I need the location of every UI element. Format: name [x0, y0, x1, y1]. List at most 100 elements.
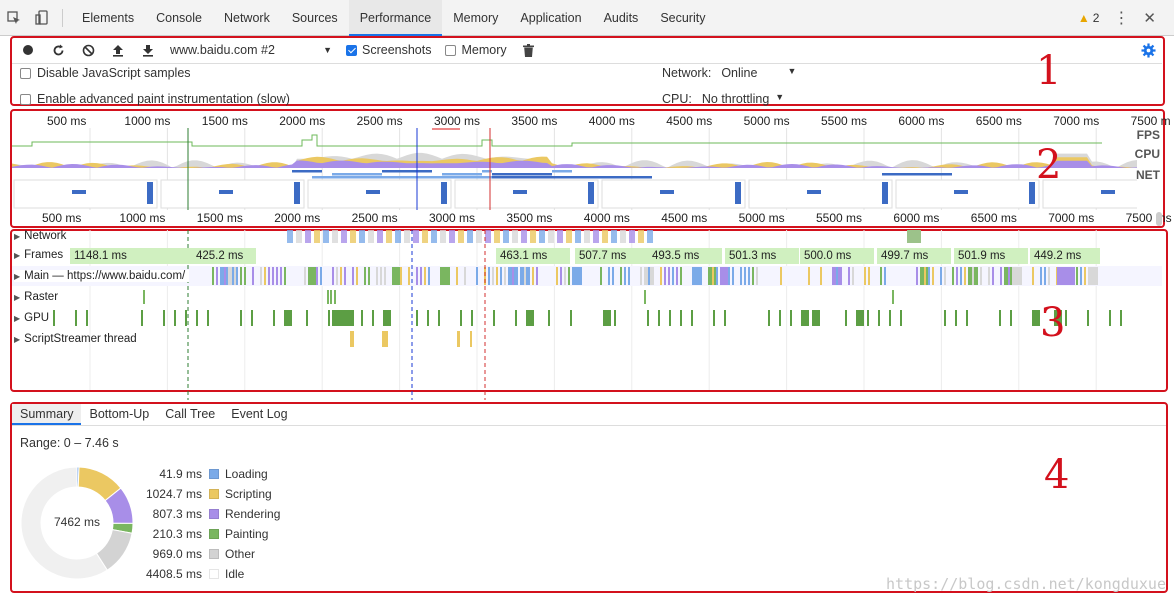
frame-duration-cell[interactable]: 500.0 ms [800, 248, 874, 264]
settings-gear-icon[interactable] [1140, 42, 1156, 58]
main-thread-task [276, 267, 278, 285]
details-tab-call-tree[interactable]: Call Tree [165, 407, 216, 421]
legend-swatch [209, 549, 219, 559]
main-track[interactable]: ▶ Main — https://www.baidu.com/ [14, 270, 190, 282]
tab-security[interactable]: Security [660, 10, 706, 25]
main-thread-task [1084, 267, 1086, 285]
main-thread-task [1040, 267, 1042, 285]
main-thread-task [1044, 267, 1046, 285]
main-thread-task [728, 267, 730, 285]
scriptstreamer-track[interactable]: ▶ ScriptStreamer thread [14, 333, 137, 345]
main-thread-task [692, 267, 702, 285]
net-request-bar [492, 176, 652, 179]
reload-profile-icon[interactable] [50, 42, 66, 58]
main-thread-task [576, 267, 578, 285]
trash-icon[interactable] [521, 42, 537, 58]
clear-icon[interactable] [80, 42, 96, 58]
main-thread-task [264, 267, 266, 285]
time-tick-label: 500 ms [47, 114, 87, 128]
warnings-counter[interactable]: ▲ 2 [1078, 11, 1100, 25]
frame-duration-cell[interactable]: 499.7 ms [877, 248, 951, 264]
main-thread-task [304, 267, 306, 285]
gpu-task [1032, 310, 1040, 326]
legend-item-loading: 41.9 ms Loading [130, 464, 280, 484]
time-tick-label: 3500 ms [511, 114, 558, 128]
legend-item-painting: 210.3 ms Painting [130, 524, 280, 544]
main-thread-task [756, 267, 758, 285]
annotation-box-2 [10, 109, 1165, 228]
frame-duration-cell[interactable]: 493.5 ms [648, 248, 722, 264]
network-request-block [485, 230, 491, 243]
device-toolbar-icon[interactable] [28, 0, 56, 36]
gpu-task [548, 310, 550, 326]
main-thread-task [352, 267, 354, 285]
tab-network[interactable]: Network [223, 10, 270, 25]
gpu-task [251, 310, 253, 326]
cpu-select[interactable]: No throttling ▼ [702, 92, 784, 106]
main-thread-task [524, 267, 526, 285]
time-tick-label: 3000 ms [429, 211, 476, 225]
tab-audits[interactable]: Audits [603, 10, 639, 25]
frame-duration-cell[interactable]: 501.3 ms [725, 248, 799, 264]
overview-chart[interactable] [12, 128, 1137, 210]
network-request-block [422, 230, 428, 243]
save-profile-icon[interactable] [140, 42, 156, 58]
tab-elements[interactable]: Elements [82, 10, 135, 25]
network-request-block [521, 230, 527, 243]
frame-duration-cell[interactable]: 501.9 ms [954, 248, 1028, 264]
network-request-block [602, 230, 608, 243]
network-track[interactable]: ▶ Network [14, 230, 66, 242]
network-select[interactable]: Online ▼ [721, 66, 796, 80]
time-tick-label: 7500 m [1130, 114, 1171, 128]
tab-application[interactable]: Application [520, 10, 582, 25]
more-options-icon[interactable]: ⋮ [1113, 9, 1130, 27]
screenshots-checkbox[interactable]: Screenshots [346, 43, 431, 57]
network-request-block [620, 230, 626, 243]
screenshot-logo-mark [513, 190, 527, 194]
close-icon[interactable]: ✕ [1143, 9, 1156, 27]
overview-scrollbar[interactable] [1156, 212, 1162, 226]
gpu-task [867, 310, 869, 326]
network-request-block [413, 230, 419, 243]
chevron-down-icon: ▼ [787, 66, 797, 76]
memory-checkbox[interactable]: Memory [445, 43, 507, 57]
disable-js-samples-checkbox[interactable]: Disable JavaScript samples [20, 66, 191, 80]
main-thread-task [884, 267, 886, 285]
network-request-block [350, 230, 356, 243]
frame-duration-cell[interactable]: 507.7 ms [575, 248, 649, 264]
legend-label: Scripting [225, 487, 272, 501]
main-thread-task [356, 267, 358, 285]
frames-track[interactable]: ▶ Frames [14, 249, 63, 261]
time-tick-label: 6500 ms [970, 211, 1017, 225]
legend-label: Other [225, 547, 256, 561]
raster-track[interactable]: ▶ Raster [14, 291, 58, 303]
main-thread-task [424, 267, 426, 285]
tab-sources[interactable]: Sources [291, 10, 338, 25]
details-tab-summary[interactable]: Summary [12, 404, 82, 425]
gpu-task [207, 310, 209, 326]
gpu-task [768, 310, 770, 326]
time-tick-label: 5500 ms [816, 211, 863, 225]
time-tick-label: 3000 ms [434, 114, 481, 128]
gpu-task [603, 310, 611, 326]
tab-console[interactable]: Console [156, 10, 202, 25]
profile-select[interactable]: www.baidu.com #2 ▼ [170, 43, 332, 57]
frame-duration-cell[interactable]: 463.1 ms [496, 248, 570, 264]
enable-paint-checkbox[interactable]: Enable advanced paint instrumentation (s… [20, 92, 290, 106]
gpu-task [471, 310, 473, 326]
frame-duration-cell[interactable]: 425.2 ms [192, 248, 256, 264]
tab-memory[interactable]: Memory [453, 10, 499, 25]
details-tab-event-log[interactable]: Event Log [231, 407, 288, 421]
frame-duration-cell[interactable]: 1148.1 ms [70, 248, 210, 264]
gpu-task [955, 310, 957, 326]
load-profile-icon[interactable] [110, 42, 126, 58]
record-icon[interactable] [20, 42, 36, 58]
details-tab-bottom-up[interactable]: Bottom-Up [89, 407, 150, 421]
gpu-track[interactable]: ▶ GPU [14, 312, 49, 324]
main-thread-task [408, 267, 410, 285]
main-thread-task [500, 267, 502, 285]
inspect-element-icon[interactable] [0, 0, 28, 36]
tab-performance[interactable]: Performance [348, 0, 443, 36]
time-tick-label: 4500 ms [661, 211, 708, 225]
frame-duration-cell[interactable]: 449.2 ms [1030, 248, 1100, 264]
